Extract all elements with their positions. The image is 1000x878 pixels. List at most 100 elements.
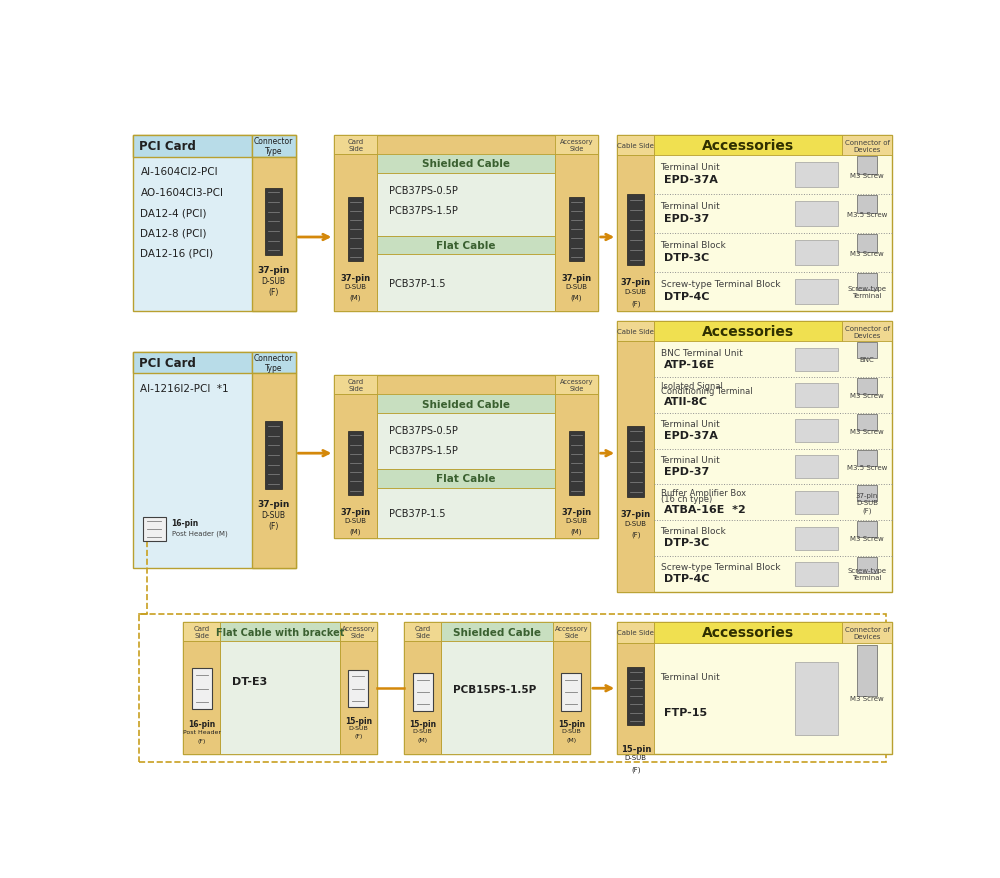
Text: EPD-37: EPD-37 xyxy=(664,214,709,224)
Text: (F): (F) xyxy=(631,531,640,537)
Text: M3 Screw: M3 Screw xyxy=(850,428,884,435)
Text: Connector of
Devices: Connector of Devices xyxy=(845,326,890,338)
Bar xyxy=(553,642,590,754)
Bar xyxy=(348,198,363,263)
Text: DA12-4 (PCI): DA12-4 (PCI) xyxy=(140,208,207,218)
Text: Buffer Amplifier Box: Buffer Amplifier Box xyxy=(661,488,746,497)
Text: M3 Screw: M3 Screw xyxy=(850,695,884,702)
Bar xyxy=(617,136,654,156)
Text: (M): (M) xyxy=(566,737,576,742)
Bar xyxy=(348,431,363,495)
Bar xyxy=(133,352,296,568)
Bar xyxy=(795,202,838,227)
Bar xyxy=(842,136,892,156)
Text: 37-pin
D-SUB
(F): 37-pin D-SUB (F) xyxy=(856,493,878,513)
Bar xyxy=(334,155,377,312)
Text: D-SUB: D-SUB xyxy=(413,728,432,733)
Text: PCB37P-1.5: PCB37P-1.5 xyxy=(388,508,445,518)
Text: Connector of
Devices: Connector of Devices xyxy=(845,626,890,639)
Bar xyxy=(654,136,842,156)
Text: D-SUB: D-SUB xyxy=(565,284,587,290)
Bar xyxy=(252,352,296,374)
Bar xyxy=(627,427,644,498)
Text: AI-1604CI2-PCI: AI-1604CI2-PCI xyxy=(140,168,218,177)
Bar xyxy=(555,136,598,155)
Bar xyxy=(617,643,654,754)
Bar xyxy=(220,623,340,642)
Text: Accessories: Accessories xyxy=(702,139,794,153)
Bar xyxy=(348,670,368,708)
Text: (M): (M) xyxy=(571,294,582,301)
Bar xyxy=(553,623,590,642)
Text: (M): (M) xyxy=(418,737,428,742)
Text: Terminal Unit: Terminal Unit xyxy=(661,456,720,464)
Text: Card
Side: Card Side xyxy=(194,625,210,638)
Text: EPD-37: EPD-37 xyxy=(664,466,709,477)
Text: Terminal Unit: Terminal Unit xyxy=(661,202,720,211)
Bar xyxy=(857,645,877,695)
Text: Screw-type Terminal Block: Screw-type Terminal Block xyxy=(661,280,780,289)
Bar xyxy=(654,321,842,342)
Text: M3 Screw: M3 Screw xyxy=(850,250,884,256)
Bar xyxy=(377,469,555,488)
Bar xyxy=(857,486,877,502)
Text: Cable Side: Cable Side xyxy=(617,630,654,636)
Text: (F): (F) xyxy=(268,288,279,297)
Text: PCI Card: PCI Card xyxy=(139,356,196,370)
Text: Accessory
Side: Accessory Side xyxy=(560,139,593,152)
Text: (M): (M) xyxy=(350,528,361,534)
Text: ATII-8C: ATII-8C xyxy=(664,397,708,407)
Bar xyxy=(795,162,838,188)
Bar xyxy=(795,420,838,443)
Text: Accessory
Side: Accessory Side xyxy=(342,625,375,638)
Bar xyxy=(340,642,377,754)
Bar xyxy=(795,527,838,551)
Bar xyxy=(183,642,220,754)
Bar xyxy=(334,395,377,538)
Bar xyxy=(617,321,892,592)
Text: DT-E3: DT-E3 xyxy=(232,676,267,686)
Text: M3.5 Screw: M3.5 Screw xyxy=(847,464,887,470)
Bar xyxy=(617,623,892,754)
Text: Screw-type
Terminal: Screw-type Terminal xyxy=(848,285,887,299)
Text: 37-pin: 37-pin xyxy=(340,274,371,283)
Bar xyxy=(857,274,877,291)
Bar xyxy=(795,563,838,586)
Bar xyxy=(404,642,441,754)
Text: PCB37PS-1.5P: PCB37PS-1.5P xyxy=(388,446,457,456)
Text: (F): (F) xyxy=(631,299,640,306)
Text: Accessories: Accessories xyxy=(702,626,794,640)
Text: 15-pin: 15-pin xyxy=(409,719,436,729)
Text: Shielded Cable: Shielded Cable xyxy=(422,159,510,169)
Bar xyxy=(334,136,377,155)
Text: 37-pin: 37-pin xyxy=(257,266,290,275)
Bar xyxy=(795,241,838,266)
Text: 37-pin: 37-pin xyxy=(340,507,371,516)
Text: BNC: BNC xyxy=(860,356,874,363)
Bar xyxy=(192,669,212,709)
Text: D-SUB: D-SUB xyxy=(625,289,647,295)
Text: FTP-15: FTP-15 xyxy=(664,707,707,717)
Bar xyxy=(617,321,654,342)
Text: Post Header: Post Header xyxy=(183,729,221,734)
Bar xyxy=(265,421,282,489)
Text: DTP-4C: DTP-4C xyxy=(664,573,709,584)
Bar xyxy=(377,488,555,538)
Text: DTP-3C: DTP-3C xyxy=(664,253,709,263)
Bar xyxy=(555,376,598,395)
Text: 37-pin: 37-pin xyxy=(257,500,290,508)
Text: (F): (F) xyxy=(198,738,206,744)
Text: DTP-4C: DTP-4C xyxy=(664,291,709,302)
Bar xyxy=(857,558,877,573)
Bar xyxy=(334,376,598,538)
Bar xyxy=(617,156,654,312)
Text: (F): (F) xyxy=(631,766,640,772)
Bar xyxy=(143,517,166,542)
Text: Terminal Unit: Terminal Unit xyxy=(661,420,720,428)
Bar xyxy=(569,198,584,263)
Bar xyxy=(569,431,584,495)
Bar xyxy=(413,673,433,711)
Text: DA12-16 (PCI): DA12-16 (PCI) xyxy=(140,248,214,258)
Text: D-SUB: D-SUB xyxy=(345,518,367,523)
Text: 16-pin: 16-pin xyxy=(188,719,215,729)
